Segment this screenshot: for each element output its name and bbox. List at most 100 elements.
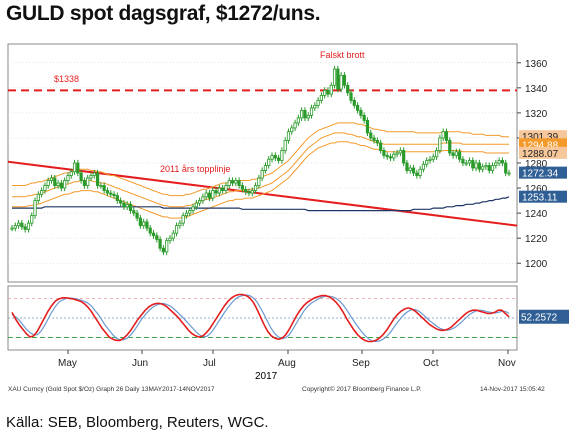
candle-body bbox=[323, 89, 327, 96]
candle-body bbox=[234, 180, 238, 184]
candle-body bbox=[471, 160, 475, 169]
x-tick-label: Oct bbox=[423, 358, 439, 369]
candle-body bbox=[296, 117, 300, 124]
candle-body bbox=[428, 158, 432, 161]
candle-body bbox=[408, 167, 412, 171]
candle-body bbox=[283, 140, 287, 151]
source-note: Källa: SEB, Bloomberg, Reuters, WGC. bbox=[6, 414, 269, 431]
candle-body bbox=[69, 171, 73, 176]
candle-body bbox=[191, 206, 195, 211]
candle-body bbox=[451, 152, 455, 156]
candle-body bbox=[257, 177, 261, 186]
x-axis-year: 2017 bbox=[255, 371, 278, 382]
x-tick-label: Jun bbox=[132, 358, 148, 369]
price-panel: 120012201240126012801300132013401360 $13… bbox=[7, 43, 567, 283]
candle-body bbox=[507, 172, 511, 175]
candle-body bbox=[481, 166, 485, 170]
candle-body bbox=[184, 212, 189, 217]
candle-body bbox=[418, 168, 422, 176]
candle-body bbox=[504, 162, 508, 174]
candle-body bbox=[421, 163, 426, 170]
candle-body bbox=[277, 157, 281, 161]
candle-body bbox=[89, 175, 93, 179]
long-ma-line bbox=[12, 196, 510, 212]
candle-body bbox=[273, 155, 277, 159]
stochastic-tag-label: 52.2572 bbox=[521, 313, 558, 324]
candle-body bbox=[352, 99, 356, 106]
candle-body bbox=[198, 200, 202, 204]
candle-body bbox=[165, 240, 169, 253]
candle-body bbox=[313, 104, 317, 109]
candle-body bbox=[63, 180, 67, 189]
candle-body bbox=[207, 192, 212, 199]
candle-body bbox=[181, 215, 185, 224]
candle-body bbox=[105, 190, 110, 194]
candle-body bbox=[221, 187, 225, 191]
candle-body bbox=[388, 156, 393, 159]
stochastic-panel: 52.2572 bbox=[7, 285, 569, 351]
candle-body bbox=[467, 160, 472, 164]
candle-body bbox=[174, 225, 179, 234]
candle-body bbox=[10, 227, 14, 230]
candle-body bbox=[342, 74, 347, 86]
x-tick-label: Jul bbox=[203, 358, 216, 369]
candle-body bbox=[155, 235, 159, 240]
candle-body bbox=[214, 190, 218, 194]
x-tick-label: May bbox=[58, 358, 77, 369]
candle-body bbox=[316, 99, 320, 106]
candle-body bbox=[76, 162, 80, 174]
candle-body bbox=[411, 167, 416, 174]
candle-body bbox=[240, 185, 244, 190]
trendline-label: 2011 års topplinje bbox=[160, 164, 230, 174]
footer-right: 14-Nov-2017 15:05:42 bbox=[480, 386, 545, 393]
candle-body bbox=[290, 127, 294, 133]
candle-body bbox=[46, 180, 50, 186]
candle-body bbox=[201, 196, 205, 201]
price-tick-label: 1280 bbox=[525, 159, 548, 170]
price-tag-label: 1253.11 bbox=[522, 193, 558, 204]
price-tick-label: 1320 bbox=[525, 109, 548, 120]
candle-body bbox=[346, 84, 350, 94]
false-break-label: Falskt brott bbox=[320, 50, 365, 60]
candle-body bbox=[26, 222, 31, 230]
moving-averages bbox=[12, 122, 510, 219]
candle-body bbox=[13, 225, 17, 229]
candle-body bbox=[161, 247, 166, 253]
candle-body bbox=[372, 137, 376, 141]
price-y-axis: 120012201240126012801300132013401360 bbox=[517, 59, 548, 270]
candle-body bbox=[158, 239, 162, 249]
chart-title: GULD spot dagsgraf, $1272/uns. bbox=[6, 2, 321, 25]
stochastic-tags: 52.2572 bbox=[519, 309, 569, 324]
candle-body bbox=[500, 160, 505, 164]
candle-body bbox=[490, 165, 495, 171]
candle-body bbox=[138, 217, 142, 227]
candle-body bbox=[441, 131, 445, 139]
candle-body bbox=[142, 221, 146, 227]
candle-body bbox=[477, 162, 481, 170]
candle-body bbox=[244, 188, 248, 193]
price-tag-box bbox=[519, 146, 567, 159]
stochastic-k-line bbox=[11, 293, 510, 343]
candle-body bbox=[53, 177, 57, 186]
candle-body bbox=[125, 203, 129, 208]
candle-body bbox=[224, 185, 228, 191]
candle-body bbox=[349, 92, 353, 101]
price-tick-label: 1260 bbox=[525, 184, 548, 195]
candle-body bbox=[319, 94, 323, 101]
price-tag-label: 1301.39 bbox=[522, 132, 559, 143]
candle-body bbox=[204, 192, 208, 198]
candle-body bbox=[23, 226, 27, 230]
candle-body bbox=[487, 165, 491, 171]
price-tick-label: 1200 bbox=[525, 259, 548, 270]
candle-body bbox=[339, 74, 343, 90]
candle-body bbox=[72, 162, 77, 173]
price-tag-box bbox=[519, 166, 567, 179]
candle-body bbox=[119, 200, 123, 204]
candle-body bbox=[375, 140, 379, 144]
candle-body bbox=[132, 210, 136, 214]
candle-body bbox=[434, 150, 439, 158]
candle-body bbox=[253, 185, 258, 191]
candle-body bbox=[425, 160, 429, 165]
price-gridlines bbox=[8, 62, 517, 264]
